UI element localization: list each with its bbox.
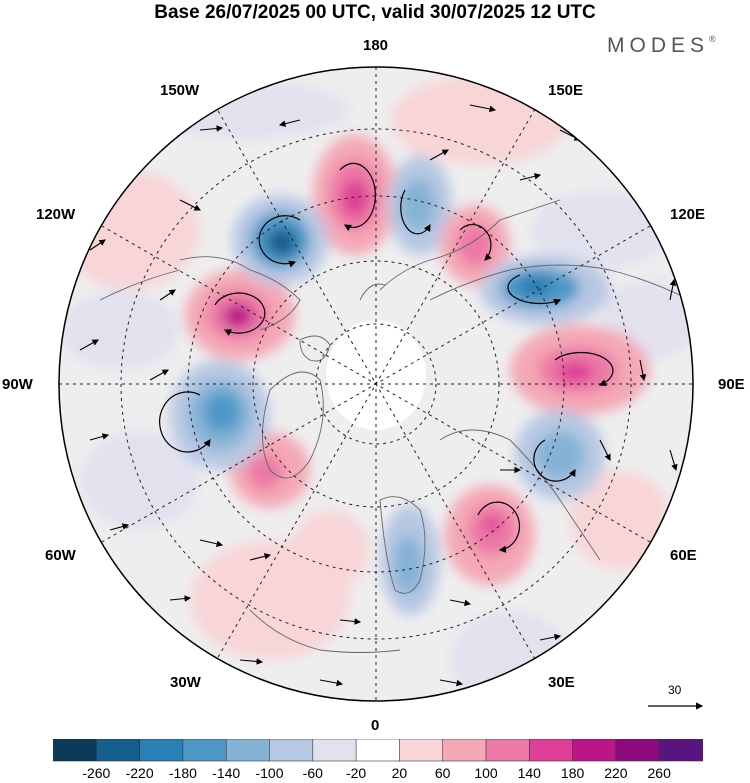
colorbar-tick-label: 220 xyxy=(604,765,628,781)
map-border xyxy=(58,66,694,702)
colorbar-swatch xyxy=(572,739,617,762)
colorbar-swatch xyxy=(658,739,703,762)
meridians xyxy=(59,67,693,701)
label-120w: 120W xyxy=(36,206,76,223)
colorbar-tick-label: -220 xyxy=(125,765,154,781)
colorbar-swatch xyxy=(139,739,184,762)
colorbar-swatch xyxy=(95,739,141,762)
coastlines xyxy=(99,199,691,653)
brand-mark: ® xyxy=(709,34,716,44)
colorbar-swatch xyxy=(399,739,444,762)
reference-vector-label: 30 xyxy=(668,683,682,697)
label-150w: 150W xyxy=(160,82,200,99)
colorbar-swatch xyxy=(485,739,531,762)
colorbar-tick-label: -20 xyxy=(345,765,367,781)
label-120e: 120E xyxy=(670,206,706,223)
colorbar-tick-label: 100 xyxy=(474,765,498,781)
brand-name: MODES xyxy=(607,34,710,57)
colorbar-tick-label: -60 xyxy=(302,765,323,781)
colorbar-tick-label: -260 xyxy=(82,765,111,781)
colorbar-tick-label: -140 xyxy=(212,765,241,781)
map-disk xyxy=(59,67,693,701)
colorbar-tick-label: 140 xyxy=(517,765,541,781)
colorbar-tick-label: 60 xyxy=(434,765,451,781)
label-90w: 90W xyxy=(2,376,33,393)
colorbar-swatch xyxy=(182,739,227,762)
label-0: 0 xyxy=(371,717,380,734)
label-60w: 60W xyxy=(45,547,76,564)
label-60e: 60E xyxy=(670,547,697,564)
colorbar-swatch xyxy=(615,739,660,762)
colorbar-swatch xyxy=(442,739,487,762)
label-90e: 90E xyxy=(718,376,745,393)
colorbar-swatch xyxy=(269,739,314,762)
colorbar-tick-label: 260 xyxy=(647,765,671,781)
colorbar-tick-label: 20 xyxy=(391,765,408,781)
circulation-loops xyxy=(159,162,614,553)
modes-logo: MODES® xyxy=(607,34,716,58)
label-30w: 30W xyxy=(170,674,201,691)
colorbar xyxy=(53,739,703,762)
label-180: 180 xyxy=(363,37,389,54)
colorbar-swatch xyxy=(528,739,574,762)
colorbar-swatch xyxy=(312,739,357,762)
colorbar-swatch xyxy=(355,739,401,762)
colorbar-swatch xyxy=(225,739,271,762)
label-150e: 150E xyxy=(548,82,584,99)
colorbar-tick-label: -100 xyxy=(255,765,284,781)
map-title: Base 26/07/2025 00 UTC, valid 30/07/2025… xyxy=(154,2,596,23)
label-30e: 30E xyxy=(548,674,575,691)
colorbar-swatch xyxy=(53,739,98,762)
colorbar-tick-label: -180 xyxy=(168,765,197,781)
colorbar-tick-label: 180 xyxy=(560,765,585,781)
